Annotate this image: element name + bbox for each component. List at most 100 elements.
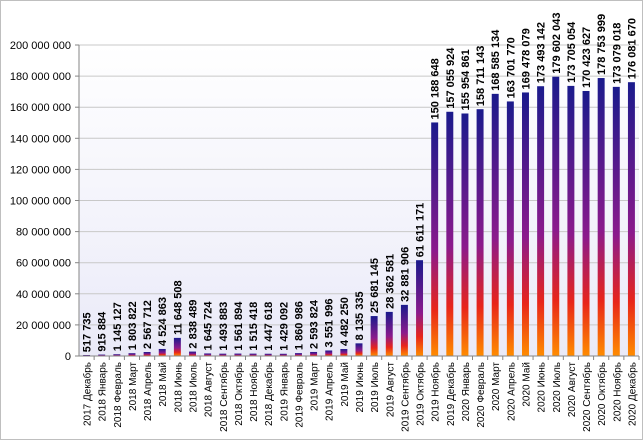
y-tick-label: 160 000 000 xyxy=(10,102,71,114)
x-tick-label: 2020 Январь xyxy=(461,362,472,421)
bar xyxy=(522,92,529,357)
x-tick-label: 2017 Декабрь xyxy=(82,362,94,426)
data-label: 168 585 134 xyxy=(490,29,502,91)
x-tick-label: 2019 Февраль xyxy=(294,362,305,428)
data-label: 1 561 894 xyxy=(233,301,245,351)
bar xyxy=(189,351,196,356)
bar xyxy=(279,353,287,356)
x-tick-label: 2018 Декабрь xyxy=(263,362,275,426)
bar xyxy=(431,122,439,356)
y-tick-label: 180 000 000 xyxy=(10,71,71,83)
x-tick-label: 2019 Сентябрь xyxy=(399,362,411,432)
x-tick-label: 2020 Октябрь xyxy=(596,362,608,426)
y-tick-label: 80 000 000 xyxy=(16,227,71,239)
x-tick-label: 2018 Август xyxy=(204,362,215,418)
data-label: 1 803 822 xyxy=(127,301,139,350)
data-label: 2 838 489 xyxy=(188,300,200,349)
data-label: 155 954 861 xyxy=(460,49,472,110)
data-label: 169 478 079 xyxy=(520,28,532,89)
data-label: 4 482 250 xyxy=(339,297,351,346)
data-label: 61 611 171 xyxy=(415,203,427,257)
x-axis: 2017 Декабрь 2018 Январь 2018 Февраль 2018 … xyxy=(79,355,640,432)
y-tick-label: 60 000 000 xyxy=(16,258,71,270)
x-tick-label: 2020 Май xyxy=(521,362,532,407)
data-label: 173 079 018 xyxy=(611,23,623,84)
data-label: 157 055 924 xyxy=(445,47,457,109)
data-label: 915 884 xyxy=(97,311,109,352)
bar xyxy=(446,111,454,356)
bar xyxy=(537,86,545,356)
y-tick-label: 100 000 000 xyxy=(10,196,71,208)
y-tick-label: 120 000 000 xyxy=(10,164,71,176)
data-label: 179 602 043 xyxy=(551,13,563,74)
gridlines xyxy=(79,44,639,357)
x-tick-label: 2020 Август xyxy=(567,362,578,418)
data-label: 1 860 986 xyxy=(293,301,305,350)
bar xyxy=(264,353,272,356)
x-tick-label: 2018 Сентябрь xyxy=(218,362,230,432)
data-label: 25 681 145 xyxy=(369,258,381,313)
data-label: 150 188 648 xyxy=(430,58,442,119)
bar xyxy=(552,76,560,357)
y-tick-label: 40 000 000 xyxy=(16,289,71,301)
x-tick-label: 2018 Ноябрь xyxy=(248,362,260,422)
y-tick-label: 140 000 000 xyxy=(10,133,71,145)
data-label: 1 493 883 xyxy=(218,302,230,351)
x-tick-label: 2020 Апрель xyxy=(506,362,517,421)
data-label: 11 648 508 xyxy=(172,280,184,334)
x-tick-label: 2020 Июнь xyxy=(537,362,548,412)
bar xyxy=(204,353,212,356)
x-tick-label: 2020 Июль xyxy=(552,362,563,413)
data-label: 163 701 770 xyxy=(505,37,517,98)
data-labels: 517 735 915 884 1 145 127 1 803 822 2 567 71… xyxy=(82,13,639,353)
bar xyxy=(370,316,378,356)
bar xyxy=(416,260,424,356)
bar xyxy=(173,337,181,356)
bar xyxy=(234,353,242,356)
data-label: 1 515 418 xyxy=(248,302,260,351)
bar xyxy=(491,93,499,357)
bar xyxy=(294,353,302,356)
bar xyxy=(567,85,575,356)
bar xyxy=(113,354,121,356)
bars xyxy=(83,76,635,357)
data-label: 2 567 712 xyxy=(142,300,154,349)
data-label: 173 705 054 xyxy=(566,21,578,83)
data-label: 173 493 142 xyxy=(536,22,548,83)
x-tick-label: 2019 Январь xyxy=(279,362,290,421)
x-tick-label: 2019 Декабрь xyxy=(445,362,457,426)
x-tick-label: 2019 Апрель xyxy=(325,362,336,421)
x-tick-label: 2018 Январь xyxy=(98,362,109,421)
y-tick-label: 20 000 000 xyxy=(16,320,71,332)
data-label: 4 524 863 xyxy=(157,297,169,346)
data-label: 8 135 335 xyxy=(354,291,366,340)
bar xyxy=(219,353,227,356)
bar xyxy=(355,343,363,356)
bar xyxy=(582,90,590,356)
x-tick-label: 2019 Июль xyxy=(370,362,381,413)
data-label: 158 711 143 xyxy=(475,46,487,107)
x-tick-label: 2020 Февраль xyxy=(476,362,487,428)
data-label: 1 645 724 xyxy=(203,301,215,351)
bar xyxy=(249,353,257,356)
x-tick-label: 2018 Июль xyxy=(189,362,200,413)
bar xyxy=(158,348,166,356)
data-label: 2 593 824 xyxy=(309,299,321,349)
x-tick-label: 2018 Май xyxy=(158,362,169,407)
bar xyxy=(506,101,514,356)
x-tick-label: 2020 Март xyxy=(491,362,502,411)
bar xyxy=(400,304,408,356)
data-label: 517 735 xyxy=(82,312,94,352)
data-label: 3 551 996 xyxy=(324,299,336,348)
data-label: 28 362 581 xyxy=(384,254,396,309)
bar xyxy=(461,113,469,356)
x-tick-label: 2018 Март xyxy=(128,362,139,411)
bar xyxy=(612,86,620,357)
y-axis: 0 20 000 000 40 000 000 60 000 000 80 000 00… xyxy=(10,40,80,363)
x-tick-label: 2019 Март xyxy=(310,362,321,411)
x-tick-label: 2019 Май xyxy=(340,362,351,407)
bar xyxy=(385,311,393,356)
data-label: 32 881 906 xyxy=(399,247,411,302)
data-label: 1 447 618 xyxy=(263,302,275,351)
